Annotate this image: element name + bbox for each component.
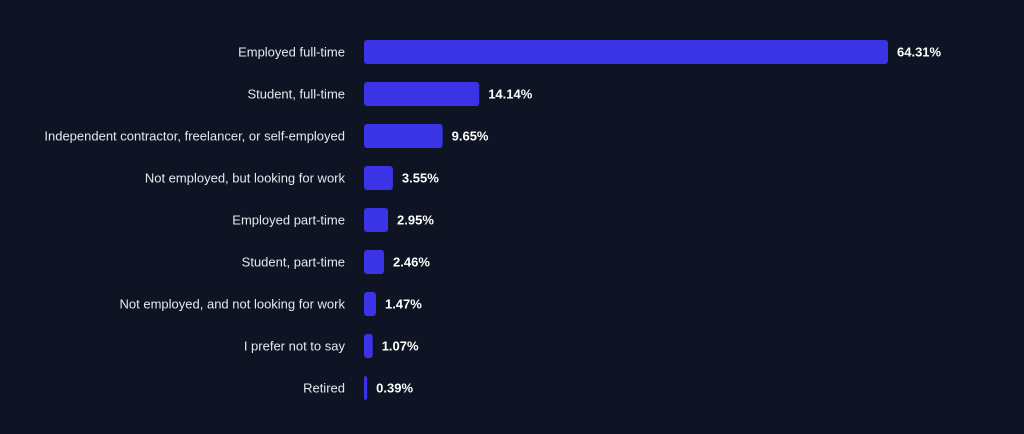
category-label: Student, part-time (242, 255, 345, 270)
category-label: I prefer not to say (244, 339, 346, 354)
bar-row: Employed full-time 64.31% (238, 40, 942, 64)
value-label: 2.46% (393, 255, 430, 270)
value-label: 14.14% (488, 87, 533, 102)
category-label: Independent contractor, freelancer, or s… (44, 129, 345, 144)
category-label: Student, full-time (247, 87, 345, 102)
bar-row: Student, full-time 14.14% (247, 82, 533, 106)
value-label: 9.65% (452, 129, 489, 144)
bar (364, 250, 385, 274)
bar-row: Not employed, and not looking for work 1.… (120, 292, 422, 316)
bar-row: Student, part-time 2.46% (242, 250, 430, 274)
bar-row: Not employed, but looking for work 3.55% (145, 166, 439, 190)
value-label: 0.39% (376, 381, 413, 396)
value-label: 1.07% (382, 339, 419, 354)
bar (364, 376, 368, 400)
bar-rows: Employed full-time 64.31% Student, full-ti… (44, 40, 942, 400)
category-label: Employed part-time (232, 213, 345, 228)
bar (364, 124, 443, 148)
bar (364, 40, 888, 64)
category-label: Employed full-time (238, 45, 345, 60)
bar-row: Independent contractor, freelancer, or s… (44, 124, 489, 148)
bar-row: Retired 0.39% (303, 376, 413, 400)
category-label: Not employed, but looking for work (145, 171, 346, 186)
category-label: Retired (303, 381, 345, 396)
value-label: 2.95% (397, 213, 434, 228)
value-label: 3.55% (402, 171, 439, 186)
bar (364, 82, 480, 106)
bar-row: I prefer not to say 1.07% (244, 334, 419, 358)
bar (364, 208, 389, 232)
bar (364, 292, 376, 316)
value-label: 1.47% (385, 297, 422, 312)
bar-row: Employed part-time 2.95% (232, 208, 434, 232)
bar (364, 166, 393, 190)
value-label: 64.31% (897, 45, 942, 60)
bar (364, 334, 373, 358)
category-label: Not employed, and not looking for work (120, 297, 346, 312)
